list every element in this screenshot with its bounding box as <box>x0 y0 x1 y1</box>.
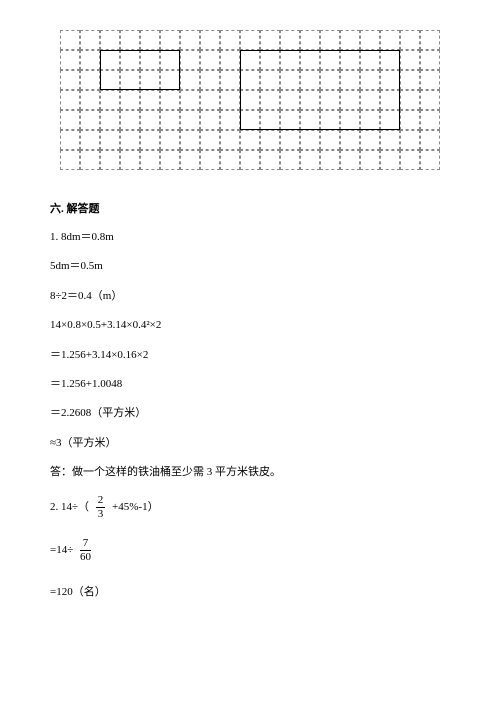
text-line: ＝1.256+3.14×0.16×2 <box>50 348 450 363</box>
text-line: ≈3（平方米） <box>50 436 450 451</box>
text-line: ＝1.256+1.0048 <box>50 377 450 392</box>
fraction-numerator: 7 <box>80 538 91 551</box>
grid-diagram <box>60 30 440 170</box>
text-line: 14×0.8×0.5+3.14×0.4²×2 <box>50 318 450 333</box>
text-suffix: +45%-1） <box>112 501 159 513</box>
fraction-denominator: 3 <box>96 508 106 520</box>
fraction-numerator: 2 <box>96 495 106 508</box>
fraction: 2 3 <box>96 495 106 520</box>
fraction: 7 60 <box>80 538 91 563</box>
text-line: 8÷2＝0.4（m） <box>50 289 450 304</box>
rectangle-a <box>100 50 180 90</box>
text-line: ＝2.2608（平方米） <box>50 406 450 421</box>
text-line: =120（名） <box>50 585 450 600</box>
text-line: 5dm＝0.5m <box>50 259 450 274</box>
text-line-fraction: =14÷ 7 60 <box>50 538 450 563</box>
text-line: 答：做一个这样的铁油桶至少需 3 平方米铁皮。 <box>50 465 450 480</box>
text-prefix: 2. 14÷（ <box>50 501 89 513</box>
text-prefix: =14÷ <box>50 544 73 556</box>
fraction-denominator: 60 <box>80 551 91 563</box>
section-title: 六. 解答题 <box>50 200 450 216</box>
text-line-fraction: 2. 14÷（ 2 3 +45%-1） <box>50 495 450 520</box>
text-line: 1. 8dm＝0.8m <box>50 230 450 245</box>
rectangle-b <box>240 50 400 130</box>
